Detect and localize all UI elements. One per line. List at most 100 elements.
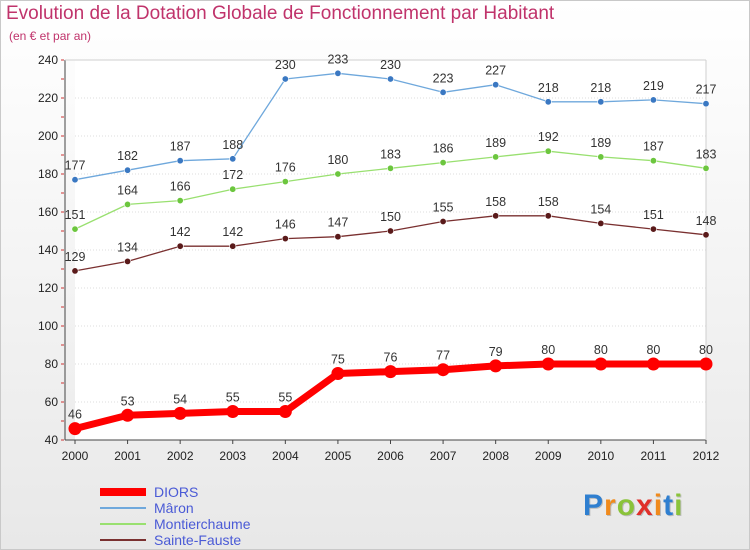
data-label-maron: 177 [65, 159, 86, 173]
data-label-maron: 218 [538, 81, 559, 95]
data-label-sainte-fauste: 155 [433, 201, 454, 215]
data-label-diors: 46 [68, 408, 82, 422]
data-point-montierchaume [702, 164, 710, 172]
logo-letter: P [583, 489, 605, 522]
y-tick-label: 40 [45, 433, 59, 447]
data-point-diors [646, 357, 660, 371]
y-tick-label: 180 [38, 167, 58, 181]
legend-item-montierchaume: Montierchaume [100, 516, 251, 532]
data-point-sainte-fauste [649, 225, 657, 233]
data-label-maron: 223 [433, 71, 454, 85]
data-point-diors [331, 367, 345, 380]
y-tick-label: 60 [45, 395, 59, 409]
data-point-montierchaume [597, 153, 605, 161]
data-label-diors: 55 [226, 391, 240, 405]
legend-swatch-maron [100, 507, 146, 509]
data-point-montierchaume [492, 153, 500, 161]
data-point-montierchaume [71, 225, 79, 233]
data-label-diors: 80 [541, 343, 555, 357]
x-tick-label: 2001 [114, 449, 141, 463]
logo-letter: r [604, 489, 617, 522]
data-label-maron: 187 [170, 140, 191, 154]
x-tick-label: 2011 [641, 449, 667, 463]
data-point-montierchaume [386, 164, 394, 172]
data-point-diors [173, 406, 187, 420]
x-tick-label: 2002 [167, 449, 194, 463]
data-point-maron [176, 157, 184, 165]
data-point-montierchaume [439, 159, 447, 167]
data-label-diors: 76 [384, 351, 398, 365]
data-point-sainte-fauste [702, 231, 710, 239]
data-label-maron: 188 [222, 138, 243, 152]
proxiti-logo: Proxiti [583, 489, 683, 523]
data-point-maron [334, 69, 342, 77]
data-label-sainte-fauste: 154 [590, 202, 611, 216]
chart-legend: DIORS Mâron Montierchaume Sainte-Fauste [100, 484, 251, 548]
data-label-maron: 219 [643, 79, 664, 93]
y-tick-label: 240 [38, 53, 58, 67]
data-label-maron: 182 [117, 149, 138, 163]
logo-letter: i [653, 489, 664, 522]
logo-letter: i [674, 489, 684, 522]
legend-item-sainte-fauste: Sainte-Fauste [100, 532, 251, 548]
data-point-diors [68, 422, 82, 436]
data-point-sainte-fauste [176, 242, 184, 250]
y-tick-label: 200 [38, 129, 58, 143]
data-point-maron [281, 75, 289, 83]
y-tick-label: 100 [38, 319, 58, 333]
x-tick-label: 2005 [325, 449, 352, 463]
data-label-montierchaume: 187 [643, 140, 664, 154]
data-point-sainte-fauste [229, 242, 237, 250]
legend-label-montierchaume: Montierchaume [154, 516, 251, 532]
data-point-diors [121, 408, 135, 422]
data-label-montierchaume: 164 [117, 183, 138, 197]
data-point-sainte-fauste [281, 235, 289, 243]
data-label-montierchaume: 189 [590, 136, 611, 150]
data-point-diors [226, 405, 240, 418]
data-label-montierchaume: 189 [485, 136, 506, 150]
data-label-diors: 80 [594, 343, 608, 357]
data-label-montierchaume: 183 [696, 147, 717, 161]
data-label-diors: 77 [436, 349, 450, 363]
x-tick-label: 2007 [430, 449, 457, 463]
data-point-maron [492, 81, 500, 89]
data-point-sainte-fauste [439, 218, 447, 226]
data-point-montierchaume [229, 185, 237, 193]
chart-subtitle: (en € et par an) [9, 29, 92, 43]
data-label-diors: 54 [173, 392, 187, 406]
data-point-maron [597, 98, 605, 106]
data-label-diors: 55 [278, 391, 292, 405]
data-label-diors: 80 [646, 343, 660, 357]
data-point-maron [544, 98, 552, 106]
x-tick-label: 2009 [535, 449, 562, 463]
data-label-montierchaume: 151 [65, 208, 86, 222]
data-point-sainte-fauste [386, 227, 394, 235]
data-point-diors [541, 357, 555, 371]
data-point-maron [124, 166, 132, 174]
data-point-maron [386, 75, 394, 83]
data-point-diors [489, 359, 503, 373]
data-label-diors: 75 [331, 353, 345, 367]
data-label-montierchaume: 176 [275, 161, 296, 175]
y-tick-label: 140 [38, 243, 58, 257]
legend-label-maron: Mâron [154, 500, 194, 516]
legend-item-maron: Mâron [100, 500, 251, 516]
data-label-sainte-fauste: 142 [222, 225, 243, 239]
x-tick-label: 2012 [693, 449, 720, 463]
x-tick-label: 2010 [587, 449, 614, 463]
data-label-sainte-fauste: 148 [696, 214, 717, 228]
data-point-montierchaume [281, 178, 289, 186]
data-label-sainte-fauste: 142 [170, 225, 191, 239]
legend-label-sainte-fauste: Sainte-Fauste [154, 532, 242, 548]
data-label-montierchaume: 186 [433, 142, 454, 156]
x-tick-label: 2003 [219, 449, 246, 463]
data-point-maron [229, 155, 237, 163]
data-label-maron: 218 [590, 81, 611, 95]
data-label-diors: 79 [489, 345, 503, 359]
legend-swatch-sainte-fauste [100, 539, 146, 541]
data-point-sainte-fauste [544, 212, 552, 220]
data-point-sainte-fauste [71, 267, 79, 275]
data-point-diors [594, 357, 608, 371]
chart-title: Evolution de la Dotation Globale de Fonc… [6, 3, 555, 24]
